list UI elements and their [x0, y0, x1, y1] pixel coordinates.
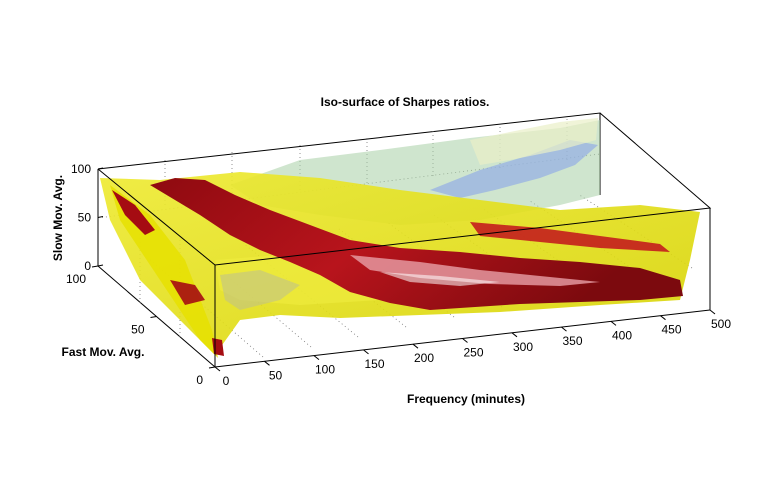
x-tick-label: 100 — [315, 363, 335, 377]
x-tick-label: 0 — [223, 374, 230, 388]
y-tick-label: 50 — [131, 323, 145, 337]
x-ticks: 0 50 100 150 200 250 300 350 400 450 500 — [214, 309, 731, 388]
x-tick-mark — [313, 355, 320, 360]
x-tick-label: 150 — [364, 357, 384, 371]
isosurface-mid-grey — [220, 270, 300, 310]
isosurface-left-red-patch — [170, 280, 205, 305]
isosurface-high-sheen — [380, 272, 500, 286]
z-tick-mark — [97, 167, 104, 170]
x-tick-label: 200 — [414, 351, 434, 365]
z-axis-label: Slow Mov. Avg. — [51, 175, 65, 261]
y-axis: 0 50 100 Fast Mov. Avg. — [62, 265, 216, 387]
y-tick-label: 0 — [196, 373, 203, 387]
x-tick-mark — [462, 338, 468, 343]
x-tick-label: 50 — [269, 368, 283, 382]
x-tick-mark — [363, 349, 369, 355]
y-tick-label: 100 — [66, 272, 86, 286]
x-tick-mark — [264, 360, 270, 366]
y-ticks: 0 50 100 — [66, 265, 216, 387]
x-tick-label: 400 — [612, 328, 632, 342]
x-tick-mark — [561, 326, 567, 332]
isosurface-left-red — [112, 190, 155, 235]
z-ticks: 0 50 100 — [71, 162, 104, 273]
isosurface-high-highlight — [350, 255, 600, 286]
x-tick-mark — [412, 343, 419, 349]
y-tick-mark — [150, 316, 157, 318]
x-tick-label: 250 — [463, 346, 483, 360]
z-tick-mark — [97, 216, 104, 218]
x-tick-label: 350 — [562, 334, 582, 348]
z-tick-mark — [97, 264, 104, 267]
z-axis: 0 50 100 Slow Mov. Avg. — [51, 162, 104, 273]
x-axis-label: Frequency (minutes) — [407, 392, 525, 406]
x-tick-label: 450 — [661, 323, 681, 337]
isosurface-left-wedge — [110, 185, 218, 358]
x-tick-mark — [610, 321, 617, 326]
x-axis: 0 50 100 150 200 250 300 350 400 450 500 Frequency… — [214, 309, 731, 406]
x-tick-mark — [660, 315, 666, 321]
x-tick-mark — [214, 366, 221, 372]
z-tick-label: 0 — [84, 259, 91, 273]
y-axis-label: Fast Mov. Avg. — [62, 345, 145, 359]
isosurface-lowest-layer — [430, 140, 598, 198]
chart-title: Iso-surface of Sharpes ratios. — [321, 95, 490, 109]
isosurface-pale-layer — [470, 118, 598, 165]
x-tick-mark — [511, 332, 518, 338]
y-tick-mark — [91, 265, 99, 268]
x-tick-mark — [709, 309, 716, 315]
y-tick-mark — [208, 366, 216, 369]
z-tick-label: 100 — [71, 162, 91, 176]
z-tick-label: 50 — [78, 211, 92, 225]
x-tick-label: 500 — [711, 317, 731, 331]
x-tick-label: 300 — [513, 340, 533, 354]
